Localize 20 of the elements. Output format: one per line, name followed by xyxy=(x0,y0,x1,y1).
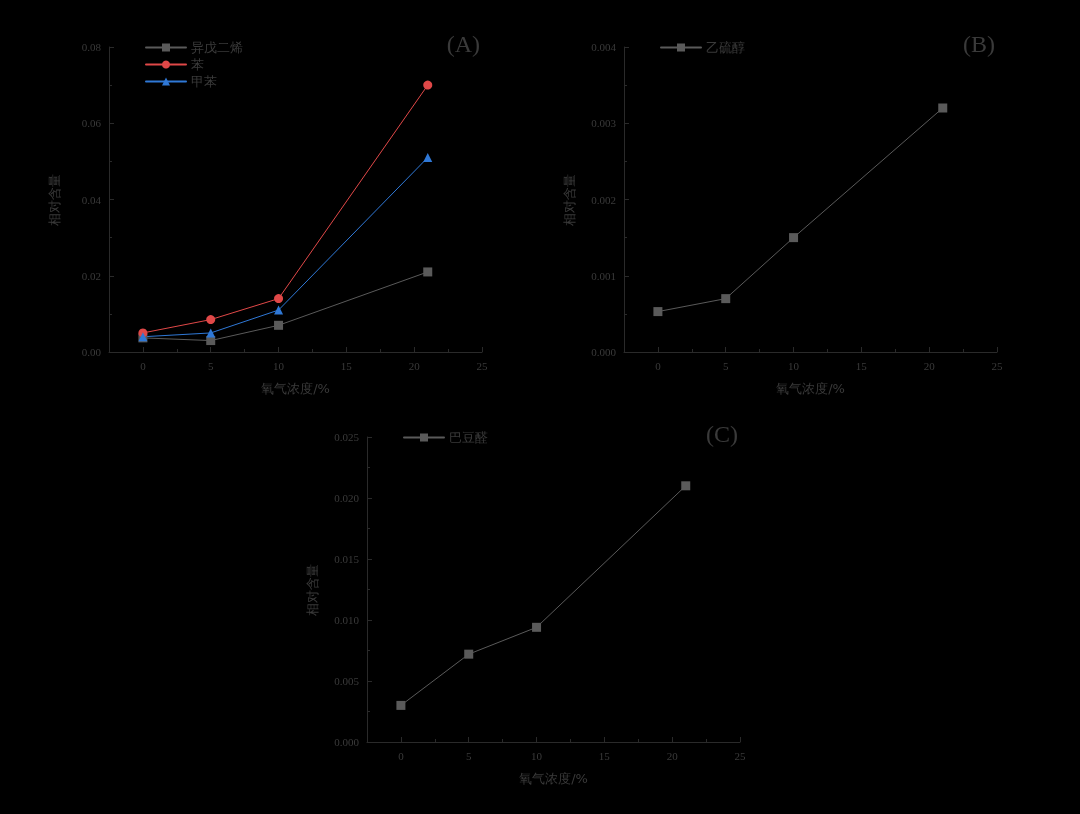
y-tick-label: 0.06 xyxy=(81,117,102,130)
point xyxy=(274,305,284,315)
point xyxy=(274,294,284,304)
point xyxy=(938,103,948,113)
point xyxy=(423,267,433,277)
point xyxy=(206,315,216,325)
legend-label: 苯 xyxy=(191,57,204,72)
point xyxy=(423,80,433,90)
point xyxy=(653,307,663,317)
point xyxy=(274,320,284,330)
point xyxy=(681,481,691,491)
point xyxy=(464,649,474,659)
point xyxy=(206,336,216,346)
annotation: (C) xyxy=(706,421,739,447)
point xyxy=(789,233,799,243)
point xyxy=(396,700,406,710)
annotation: (B) xyxy=(963,31,996,57)
point xyxy=(721,294,731,304)
point xyxy=(532,622,542,632)
annotation: (A) xyxy=(446,31,481,57)
